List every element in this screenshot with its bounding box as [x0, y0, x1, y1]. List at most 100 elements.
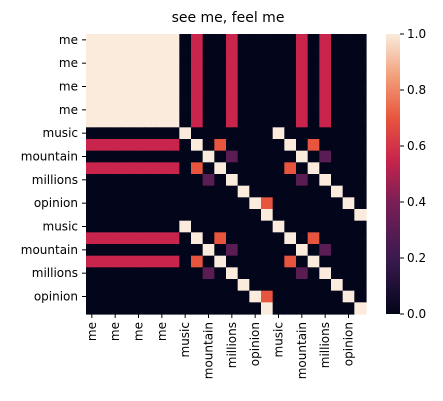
heatmap-cell — [342, 232, 355, 245]
heatmap-cell — [132, 209, 145, 222]
heatmap-cell — [354, 232, 367, 245]
heatmap-cell — [342, 127, 355, 140]
heatmap-cell — [214, 34, 227, 47]
heatmap-cell — [342, 69, 355, 82]
heatmap-cell — [354, 115, 367, 128]
heatmap-cell — [354, 92, 367, 105]
heatmap-cell — [249, 45, 262, 58]
heatmap-cell — [319, 302, 332, 315]
heatmap-cell — [354, 244, 367, 257]
heatmap-cell — [214, 104, 227, 117]
heatmap-cell — [109, 290, 122, 303]
heatmap-cell — [132, 127, 145, 140]
heatmap-cell — [109, 127, 122, 140]
heatmap-cell — [331, 290, 344, 303]
col-tick-label: millions — [225, 322, 239, 368]
heatmap-cell — [214, 115, 227, 128]
heatmap-cell — [237, 244, 250, 257]
heatmap-cell — [261, 69, 274, 82]
heatmap-cell — [272, 232, 285, 245]
heatmap-cell — [307, 127, 320, 140]
heatmap-cell — [226, 34, 239, 47]
heatmap-cell — [284, 197, 297, 210]
heatmap-cell — [307, 162, 320, 175]
heatmap-cell — [296, 80, 309, 93]
heatmap-cell — [284, 209, 297, 222]
heatmap-cell — [249, 244, 262, 257]
colorbar-tick-labels: 0.0 0.2 0.4 0.6 0.8 1.0 — [400, 27, 426, 321]
heatmap-cell — [319, 255, 332, 268]
heatmap-cell — [237, 139, 250, 152]
heatmap-cell — [144, 104, 157, 117]
heatmap-cell — [354, 34, 367, 47]
heatmap-cell — [132, 255, 145, 268]
heatmap-cell — [342, 255, 355, 268]
heatmap-cell — [284, 302, 297, 315]
heatmap-cell — [237, 174, 250, 187]
heatmap-cell — [86, 104, 99, 117]
heatmap-cell — [97, 255, 110, 268]
heatmap-cell — [214, 92, 227, 105]
heatmap-cell — [284, 267, 297, 280]
heatmap-cell — [354, 290, 367, 303]
heatmap-cell — [261, 115, 274, 128]
heatmap-cell — [342, 279, 355, 292]
heatmap-cell — [284, 92, 297, 105]
heatmap-cell — [342, 104, 355, 117]
heatmap-cell — [261, 267, 274, 280]
heatmap-cell — [261, 150, 274, 163]
heatmap-cell — [261, 244, 274, 257]
heatmap-cell — [109, 185, 122, 198]
heatmap-cell — [331, 139, 344, 152]
heatmap-cell — [202, 150, 215, 163]
heatmap-cell — [191, 232, 204, 245]
heatmap-cell — [144, 185, 157, 198]
heatmap-cell — [284, 290, 297, 303]
heatmap-cell — [132, 92, 145, 105]
heatmap-cell — [156, 80, 169, 93]
heatmap-cell — [296, 139, 309, 152]
heatmap-cell — [226, 57, 239, 70]
heatmap-cell — [319, 104, 332, 117]
heatmap-cell — [342, 197, 355, 210]
col-tick-labels: me me me me music mountain millions opinion musi… — [85, 314, 356, 379]
heatmap-cell — [237, 197, 250, 210]
heatmap-cell — [202, 174, 215, 187]
heatmap-cell — [284, 232, 297, 245]
heatmap-cell — [97, 209, 110, 222]
heatmap-cell — [261, 174, 274, 187]
heatmap-cell — [156, 209, 169, 222]
heatmap-cell — [86, 57, 99, 70]
heatmap-cell — [342, 267, 355, 280]
heatmap-cell — [167, 139, 180, 152]
heatmap-cell — [284, 150, 297, 163]
row-tick-label: mountain — [21, 150, 78, 164]
heatmap-cell — [179, 34, 192, 47]
heatmap-cell — [121, 255, 134, 268]
heatmap-cell — [307, 115, 320, 128]
heatmap-cell — [249, 174, 262, 187]
heatmap-cells — [86, 34, 367, 315]
heatmap-cell — [144, 115, 157, 128]
heatmap-cell — [167, 104, 180, 117]
heatmap-cell — [144, 232, 157, 245]
heatmap-cell — [226, 302, 239, 315]
heatmap-cell — [296, 267, 309, 280]
heatmap-cell — [167, 232, 180, 245]
heatmap-cell — [167, 209, 180, 222]
heatmap-cell — [156, 279, 169, 292]
heatmap-cell — [354, 45, 367, 58]
heatmap-cell — [307, 255, 320, 268]
heatmap-cell — [144, 244, 157, 257]
heatmap-cell — [202, 220, 215, 233]
col-tick-label: me — [85, 322, 99, 341]
heatmap-cell — [272, 115, 285, 128]
heatmap-cell — [121, 267, 134, 280]
heatmap-cell — [296, 127, 309, 140]
heatmap-cell — [109, 302, 122, 315]
heatmap-cell — [226, 290, 239, 303]
heatmap-cell — [86, 197, 99, 210]
heatmap-cell — [354, 104, 367, 117]
heatmap-cell — [109, 34, 122, 47]
